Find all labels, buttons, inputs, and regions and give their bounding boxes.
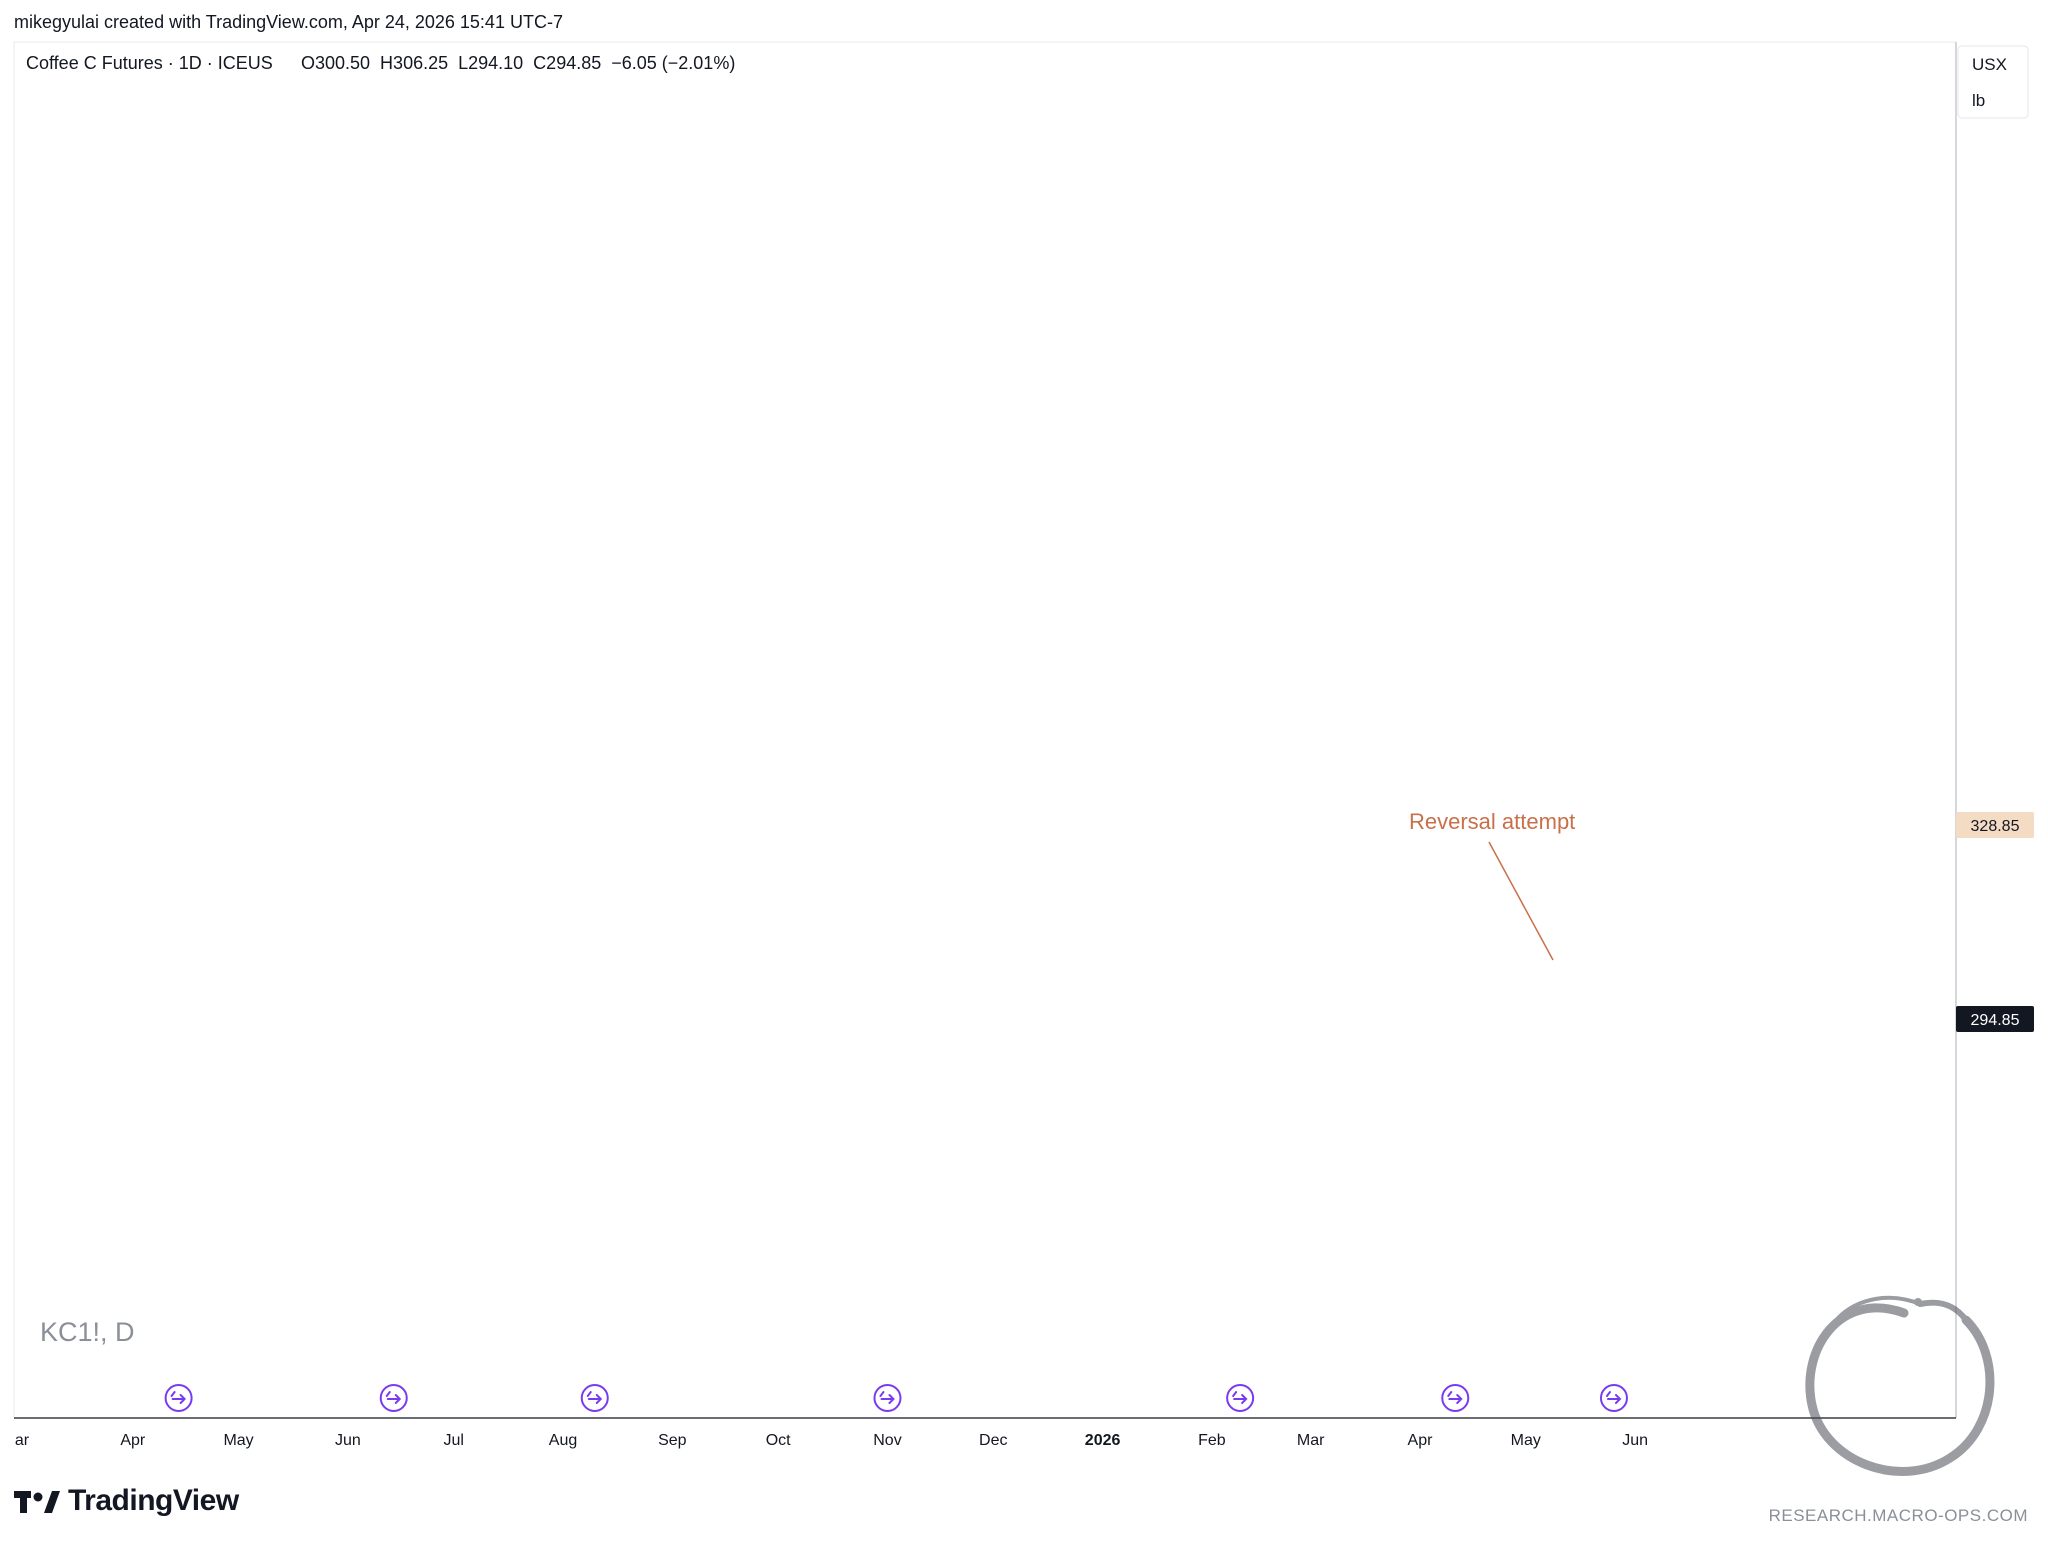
time-axis-tick: Sep (658, 1432, 687, 1449)
last-price-tag: 294.85 (1956, 1006, 2034, 1032)
event-marker-icon[interactable] (873, 1384, 902, 1412)
ma-price-tag: 328.85 (1956, 812, 2034, 838)
event-marker-icon[interactable] (1226, 1384, 1255, 1412)
svg-text:294.85: 294.85 (1971, 1012, 2020, 1029)
event-marker-icon[interactable] (1441, 1384, 1470, 1412)
time-axis-tick: Nov (873, 1432, 901, 1449)
time-axis-tick: May (1511, 1432, 1541, 1449)
event-marker-icon[interactable] (164, 1384, 193, 1412)
event-marker-icon[interactable] (580, 1384, 609, 1412)
unit-label: lb (1972, 91, 1985, 110)
time-axis-tick: Jun (335, 1432, 361, 1449)
time-axis-tick: Dec (979, 1432, 1007, 1449)
time-axis-tick: Apr (1408, 1432, 1434, 1449)
tradingview-logo-text: TradingView (68, 1484, 239, 1517)
time-axis-tick: Apr (120, 1432, 146, 1449)
time-axis-tick: Feb (1198, 1432, 1226, 1449)
ohlc-readout: O300.50 H306.25 L294.10 C294.85 −6.05 (−… (301, 53, 735, 73)
time-axis-tick: 2026 (1085, 1432, 1121, 1449)
currency-label: USX (1972, 55, 2007, 74)
reversal-annotation-pointer (1488, 841, 1554, 961)
reversal-annotation: Reversal attempt (1409, 809, 1575, 834)
event-marker-icon[interactable] (379, 1384, 408, 1412)
event-marker-icon[interactable] (1599, 1384, 1628, 1412)
symbol-watermark: KC1!, D (40, 1317, 135, 1347)
time-axis-tick: Jul (443, 1432, 463, 1449)
tradingview-logo[interactable]: TradingView (14, 1484, 239, 1518)
time-axis-tick: Aug (549, 1432, 577, 1449)
currency-unit-button[interactable] (1957, 45, 2029, 119)
svg-text:328.85: 328.85 (1971, 818, 2020, 835)
time-axis-tick: Jun (1622, 1432, 1648, 1449)
tradingview-logo-icon (14, 1491, 60, 1513)
time-axis-tick: Mar (1297, 1432, 1325, 1449)
symbol-title: Coffee C Futures · 1D · ICEUS (26, 53, 273, 73)
research-url-watermark: RESEARCH.MACRO-OPS.COM (1768, 1506, 2028, 1525)
time-axis-tick: ar (15, 1432, 30, 1449)
ouroboros-watermark (1805, 1295, 1995, 1476)
time-axis-tick: May (223, 1432, 253, 1449)
creator-credit: mikegyulai created with TradingView.com,… (14, 12, 563, 32)
time-axis-tick: Oct (766, 1432, 791, 1449)
